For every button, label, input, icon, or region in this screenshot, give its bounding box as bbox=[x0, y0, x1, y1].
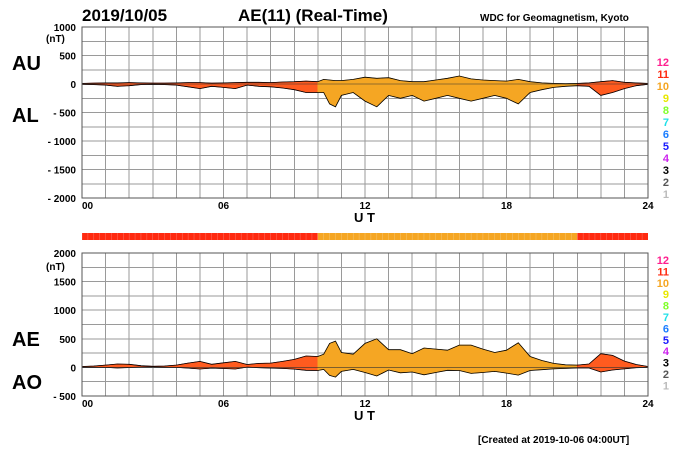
panel2-frame bbox=[81, 252, 649, 397]
p2-y-tick-label: 0 bbox=[70, 363, 76, 374]
p1-y-tick-label: - 2000 bbox=[48, 194, 77, 205]
p1-x-tick-label: 18 bbox=[501, 201, 513, 212]
p1-x-tick-label: 12 bbox=[359, 201, 371, 212]
panel1-grid bbox=[82, 27, 648, 198]
station-bar-segment bbox=[317, 233, 578, 240]
panel1-x-ticks: 00 06 12 18 24 bbox=[82, 201, 654, 212]
p1-x-tick-label: 06 bbox=[218, 201, 230, 212]
p2-area-segment-2 bbox=[577, 353, 649, 373]
legend-station-count-10: 10 bbox=[657, 81, 669, 93]
p2-x-tick-label: 00 bbox=[82, 399, 94, 410]
date-title: 2019/10/05 bbox=[82, 6, 167, 25]
station-count-bar bbox=[81, 233, 648, 240]
legend-station-count-7: 7 bbox=[663, 117, 669, 129]
p2-x-tick-label: 18 bbox=[501, 399, 513, 410]
p2-y-tick-label: 2000 bbox=[54, 249, 77, 260]
legend-station-count-12: 12 bbox=[657, 255, 669, 267]
p2-y-tick-label: - 500 bbox=[53, 392, 76, 403]
legend-station-count-2: 2 bbox=[663, 177, 669, 189]
panel-au-al: 1000 500 0 - 500 - 1000 - 1500 - 2000 00 06 12 18… bbox=[12, 23, 654, 225]
panel1-x-label: U T bbox=[354, 210, 375, 225]
ae-label: AE bbox=[12, 329, 40, 351]
panel2-y-unit: (nT) bbox=[46, 262, 65, 273]
p2-x-tick-label: 06 bbox=[218, 399, 230, 410]
p2-y-tick-label: 500 bbox=[59, 335, 76, 346]
legend-station-count-5: 5 bbox=[663, 335, 669, 347]
legend-station-count-6: 6 bbox=[663, 129, 669, 141]
legend-station-count-9: 9 bbox=[663, 93, 669, 105]
legend-station-count-1: 1 bbox=[663, 380, 669, 392]
panel2-y-ticks: 2000 1500 1000 500 0 - 500 bbox=[53, 249, 76, 403]
p1-y-tick-label: - 1000 bbox=[48, 137, 77, 148]
panel1-y-unit: (nT) bbox=[46, 34, 65, 45]
panel1-data bbox=[81, 75, 649, 108]
legend-station-count-5: 5 bbox=[663, 141, 669, 153]
panel-ae-ao: 2000 1500 1000 500 0 - 500 00 06 12 18 24 (nT) U … bbox=[12, 249, 654, 423]
legend-station-count-6: 6 bbox=[663, 323, 669, 335]
created-timestamp: [Created at 2019-10-06 04:00UT] bbox=[478, 435, 629, 446]
p1-y-tick-label: 500 bbox=[59, 52, 76, 63]
panel2-x-ticks: 00 06 12 18 24 bbox=[82, 399, 654, 410]
legend-station-count-8: 8 bbox=[663, 105, 669, 117]
p1-series-upper-line bbox=[81, 75, 649, 85]
station-bar-segment bbox=[82, 233, 318, 240]
source-credit: WDC for Geomagnetism, Kyoto bbox=[480, 13, 629, 24]
panel1-frame bbox=[81, 26, 649, 199]
p1-x-tick-label: 00 bbox=[82, 201, 94, 212]
p1-y-tick-label: 0 bbox=[70, 80, 76, 91]
p2-x-tick-label: 12 bbox=[359, 399, 371, 410]
chart-title: AE(11) (Real-Time) bbox=[238, 6, 388, 25]
p2-x-tick-label: 24 bbox=[642, 399, 654, 410]
legend-station-count-10: 10 bbox=[657, 278, 669, 290]
legend-station-count-3: 3 bbox=[663, 358, 669, 370]
legend-station-count-4: 4 bbox=[663, 153, 670, 165]
legend-station-count-4: 4 bbox=[663, 346, 670, 358]
p1-x-tick-label: 24 bbox=[642, 201, 654, 212]
p1-series-lower-line bbox=[81, 83, 649, 108]
panel2-x-label: U T bbox=[354, 408, 375, 423]
p2-y-tick-label: 1000 bbox=[54, 306, 77, 317]
legend-station-count-8: 8 bbox=[663, 301, 669, 313]
legend-station-count-3: 3 bbox=[663, 165, 669, 177]
p2-area-segment-1 bbox=[317, 338, 578, 378]
legend-station-count-11: 11 bbox=[657, 69, 669, 81]
p2-y-tick-label: 1500 bbox=[54, 278, 77, 289]
panel1-y-ticks: 1000 500 0 - 500 - 1000 - 1500 - 2000 bbox=[48, 23, 77, 205]
p1-y-tick-label: - 1500 bbox=[48, 166, 77, 177]
p1-y-tick-label: 1000 bbox=[54, 23, 77, 34]
station-bar-segment bbox=[577, 233, 648, 240]
p1-area-segment-1 bbox=[317, 75, 578, 108]
panel2-grid bbox=[82, 253, 648, 396]
p1-y-tick-label: - 500 bbox=[53, 109, 76, 120]
al-label: AL bbox=[12, 105, 39, 127]
legend-station-count-2: 2 bbox=[663, 369, 669, 381]
panel2-data bbox=[81, 338, 649, 378]
legend-station-count-9: 9 bbox=[663, 289, 669, 301]
legend-station-count-11: 11 bbox=[657, 266, 669, 278]
legend-station-count-7: 7 bbox=[663, 312, 669, 324]
ao-label: AO bbox=[12, 372, 42, 394]
legend-station-count-1: 1 bbox=[663, 189, 669, 201]
au-label: AU bbox=[12, 53, 41, 75]
p2-series-upper-line bbox=[81, 338, 649, 367]
legend-station-count-12: 12 bbox=[657, 57, 669, 69]
